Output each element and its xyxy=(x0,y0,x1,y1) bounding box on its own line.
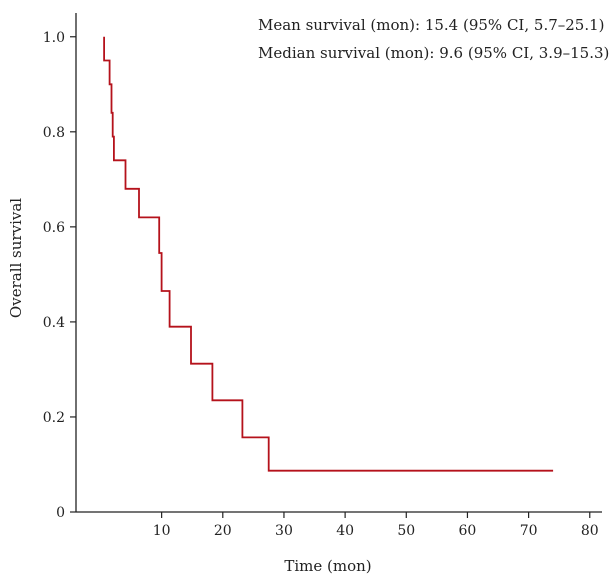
x-axis-title: Time (mon) xyxy=(284,557,371,575)
y-tick-label: 1.0 xyxy=(43,30,65,46)
x-tick-label: 40 xyxy=(336,523,354,539)
y-axis-title: Overall survival xyxy=(7,198,25,318)
y-tick-label: 0.6 xyxy=(43,220,65,236)
x-tick-label: 80 xyxy=(581,523,599,539)
x-tick-label: 60 xyxy=(459,523,477,539)
series xyxy=(103,36,554,472)
x-tick-label: 50 xyxy=(397,523,415,539)
y-tick-label: 0.2 xyxy=(43,410,65,426)
annotation-median-survival: Median survival (mon): 9.6 (95% CI, 3.9–… xyxy=(258,44,609,62)
y-tick-label: 0.4 xyxy=(43,315,65,331)
axes xyxy=(75,13,602,513)
x-tick-label: 10 xyxy=(153,523,171,539)
x-tick-label: 70 xyxy=(520,523,538,539)
survival-curve xyxy=(103,36,554,472)
x-tick-label: 20 xyxy=(214,523,232,539)
y-tick-label: 0.8 xyxy=(43,125,65,141)
x-tick-label: 30 xyxy=(275,523,293,539)
y-tick-label: 0 xyxy=(56,505,65,521)
annotation-mean-survival: Mean survival (mon): 15.4 (95% CI, 5.7–2… xyxy=(258,16,605,34)
ticks: 10 20 30 40 50 60 70 80 0 0.2 0.4 0.6 0.8 1.0 xyxy=(43,30,599,539)
